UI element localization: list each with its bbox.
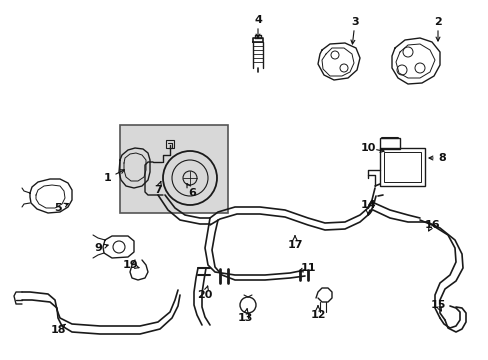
Bar [120, 125, 227, 213]
Bar [383, 152, 420, 182]
Bar [379, 138, 399, 149]
Text: 6: 6 [188, 188, 196, 198]
Text: 1: 1 [104, 173, 112, 183]
Text: 15: 15 [429, 300, 445, 310]
Text: 3: 3 [350, 17, 358, 27]
Text: 13: 13 [237, 313, 252, 323]
Text: 10: 10 [360, 143, 375, 153]
Bar [165, 140, 174, 148]
Text: 5: 5 [54, 203, 61, 213]
Text: 20: 20 [197, 290, 212, 300]
Text: 12: 12 [309, 310, 325, 320]
Text: 4: 4 [254, 15, 262, 25]
Text: 7: 7 [154, 185, 162, 195]
Text: 2: 2 [433, 17, 441, 27]
Text: 17: 17 [286, 240, 302, 250]
Text: 19: 19 [122, 260, 138, 270]
Text: 18: 18 [50, 325, 65, 335]
Text: 16: 16 [423, 220, 439, 230]
Text: 11: 11 [300, 263, 315, 273]
Text: 14: 14 [360, 200, 375, 210]
Bar [379, 148, 424, 186]
Text: 9: 9 [94, 243, 102, 253]
Text: 8: 8 [437, 153, 445, 163]
